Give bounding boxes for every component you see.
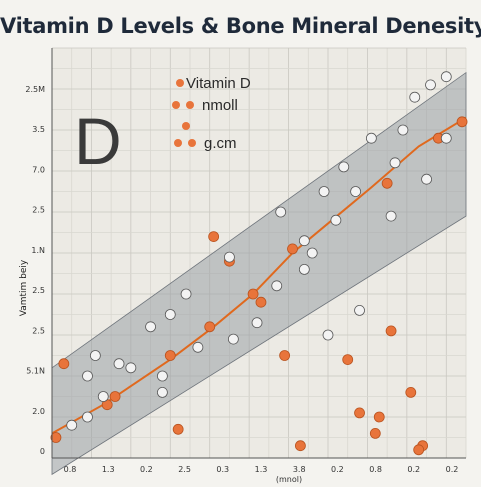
- y-tick-label: 2.5: [32, 206, 45, 215]
- y-tick-label: 7.0: [32, 165, 45, 174]
- data-point-white: [180, 288, 192, 300]
- x-tick-label: 0.8: [369, 465, 382, 474]
- x-tick-label: 0.8: [64, 465, 77, 474]
- y-tick-label: 2.5M: [25, 85, 45, 94]
- legend-marker: [172, 101, 180, 109]
- legend-marker: [188, 139, 196, 147]
- data-point-white: [389, 157, 401, 169]
- x-tick-labels: 0.8 1.3 0.2 2.5 0.3 1.3 3.8 0.2 0.8 0.2 0.2: [64, 465, 459, 474]
- data-point-white: [271, 280, 283, 292]
- data-point-orange: [373, 411, 385, 423]
- y-tick-label: 3.5: [32, 125, 45, 134]
- data-point-orange: [342, 354, 354, 366]
- legend-entry: Vitamin D: [186, 75, 251, 92]
- data-point-orange: [58, 358, 70, 370]
- legend-marker: [174, 139, 182, 147]
- data-point-white: [66, 419, 78, 431]
- data-point-white: [156, 370, 168, 382]
- x-tick-label: 1.3: [102, 465, 115, 474]
- y-tick-label: 1.N: [31, 246, 45, 255]
- data-point-white: [227, 333, 239, 345]
- data-point-white: [298, 263, 310, 275]
- data-point-white: [397, 124, 409, 136]
- x-tick-label: 2.5: [178, 465, 191, 474]
- data-point-white: [385, 210, 397, 222]
- data-point-orange: [255, 296, 267, 308]
- x-tick-label: 0.2: [140, 465, 153, 474]
- data-point-white: [113, 358, 125, 370]
- data-point-orange: [208, 231, 220, 243]
- x-tick-label: 3.8: [293, 465, 306, 474]
- data-point-orange: [294, 440, 306, 452]
- x-tick-label: 0.2: [407, 465, 420, 474]
- data-point-white: [425, 79, 436, 91]
- x-tick-label: 0.3: [216, 465, 229, 474]
- data-point-white: [318, 186, 330, 197]
- data-point-white: [89, 350, 101, 361]
- data-point-white: [306, 247, 318, 259]
- data-point-white: [97, 391, 109, 402]
- data-point-white: [440, 132, 452, 144]
- data-point-white: [322, 329, 334, 341]
- y-tick-label: 2.0: [32, 407, 45, 416]
- data-point-orange: [413, 444, 425, 456]
- data-point-white: [421, 173, 432, 185]
- data-point-orange: [247, 288, 259, 300]
- data-point-white: [251, 317, 263, 329]
- data-point-orange: [405, 386, 417, 398]
- chart-title: Vitamin D Levels & Bone Mineral Denesity: [0, 14, 481, 38]
- data-point-white: [330, 214, 342, 226]
- data-point-orange: [456, 116, 468, 128]
- data-point-white: [156, 386, 168, 398]
- data-point-orange: [164, 350, 176, 361]
- data-point-orange: [279, 350, 291, 361]
- x-tick-label: 1.3: [255, 465, 268, 474]
- legend-marker: [186, 101, 194, 109]
- data-point-white: [82, 411, 93, 423]
- data-point-white: [298, 235, 310, 247]
- data-point-orange: [385, 325, 397, 337]
- data-point-orange: [369, 427, 381, 439]
- data-point-white: [192, 341, 204, 353]
- legend-entry: nmoll: [202, 97, 238, 114]
- data-point-orange: [354, 407, 365, 419]
- annotation-letter-d: D: [74, 104, 122, 178]
- y-tick-label: 5.1N: [26, 367, 45, 376]
- x-tick-label: 0.2: [331, 465, 344, 474]
- legend: Vitamin D nmoll g.cm: [172, 75, 251, 152]
- data-point-white: [365, 132, 377, 144]
- data-point-white: [338, 161, 350, 173]
- data-point-orange: [287, 243, 298, 255]
- data-point-orange: [204, 321, 216, 333]
- data-point-white: [224, 251, 235, 263]
- y-tick-label: 2.5: [32, 286, 45, 295]
- y-tick-label: 0: [40, 447, 45, 456]
- data-point-white: [125, 362, 137, 374]
- legend-marker: [182, 122, 190, 130]
- data-point-white: [409, 91, 421, 103]
- data-point-white: [164, 309, 176, 320]
- data-point-white: [440, 71, 452, 83]
- data-point-orange: [109, 391, 121, 402]
- x-axis-label: (mnol): [276, 475, 302, 484]
- data-point-orange: [172, 423, 184, 435]
- y-tick-label: 2.5: [32, 326, 45, 335]
- data-point-orange: [381, 177, 393, 189]
- legend-entry: g.cm: [204, 135, 237, 152]
- data-point-white: [275, 206, 287, 218]
- y-tick-labels: 2.5M 3.5 7.0 2.5 1.N 2.5 2.5 5.1N 2.0 0: [25, 85, 45, 456]
- x-tick-label: 0.2: [446, 465, 459, 474]
- data-point-white: [145, 321, 156, 333]
- data-point-white: [354, 304, 365, 316]
- data-point-orange: [50, 432, 62, 443]
- data-point-white: [82, 370, 93, 382]
- axes: [51, 48, 466, 459]
- points-group: [50, 71, 468, 456]
- y-axis-label: Vamtim beiy: [19, 259, 29, 316]
- legend-marker: [176, 79, 184, 87]
- data-point-white: [350, 186, 362, 197]
